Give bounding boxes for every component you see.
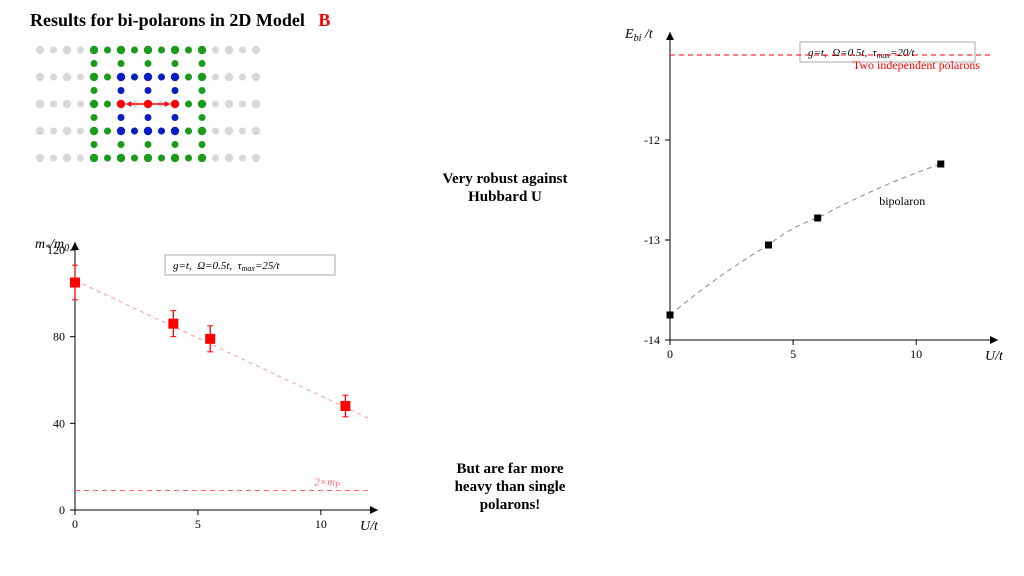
svg-text:10: 10: [315, 517, 327, 531]
svg-text:5: 5: [790, 347, 796, 361]
svg-text:-14: -14: [644, 333, 660, 347]
svg-text:40: 40: [53, 416, 65, 430]
svg-text:Two independent polarons: Two independent polarons: [853, 58, 980, 72]
energy-chart: 0510-12-13-14Ebi /tU/tg=t, Ω=0.5t, τmax=…: [610, 20, 1010, 380]
svg-text:e: e: [146, 99, 151, 111]
title-main: Results for bi-polarons in 2D Model: [30, 10, 305, 30]
svg-text:bipolaron: bipolaron: [879, 194, 925, 208]
svg-text:5: 5: [195, 517, 201, 531]
lattice-diagram: e: [30, 40, 290, 190]
svg-text:0: 0: [72, 517, 78, 531]
svg-text:Ebi /t: Ebi /t: [624, 27, 654, 44]
annotation-top: Very robust againstHubbard U: [420, 170, 590, 206]
svg-text:m*/m0: m*/m0: [35, 237, 69, 254]
svg-text:80: 80: [53, 330, 65, 344]
title-letter: B: [318, 10, 330, 30]
svg-text:-13: -13: [644, 233, 660, 247]
svg-text:10: 10: [910, 347, 922, 361]
page-title: Results for bi-polarons in 2D Model B: [30, 10, 330, 31]
svg-text:U/t: U/t: [985, 349, 1004, 364]
svg-text:0: 0: [59, 503, 65, 517]
svg-text:U/t: U/t: [360, 519, 379, 534]
svg-text:-12: -12: [644, 133, 660, 147]
annotation-bottom: But are far moreheavy than singlepolaron…: [430, 460, 590, 514]
svg-text:g=t, Ω=0.5t, τmax=25/t: g=t, Ω=0.5t, τmax=25/t: [173, 260, 280, 273]
svg-text:0: 0: [667, 347, 673, 361]
svg-text:2×mP: 2×mP: [314, 477, 340, 490]
mass-chart: 051004080120m*/m0U/tg=t, Ω=0.5t, τmax=25…: [20, 230, 390, 550]
